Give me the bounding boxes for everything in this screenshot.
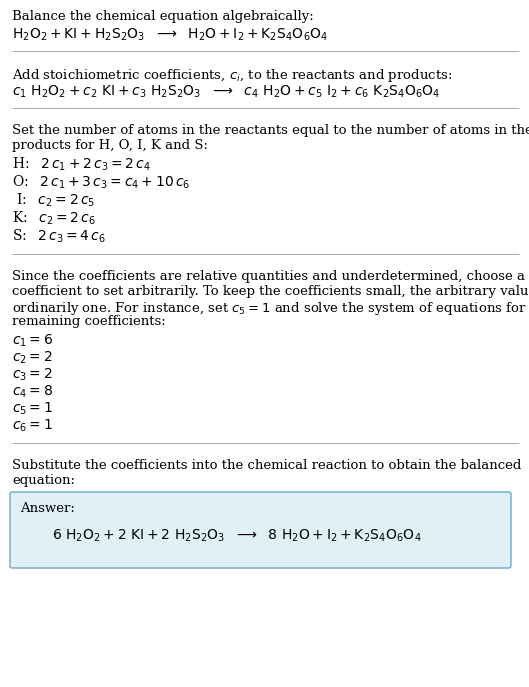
Text: remaining coefficients:: remaining coefficients:	[12, 315, 166, 328]
Text: Answer:: Answer:	[20, 502, 75, 515]
Text: equation:: equation:	[12, 474, 75, 487]
Text: Add stoichiometric coefficients, $c_i$, to the reactants and products:: Add stoichiometric coefficients, $c_i$, …	[12, 67, 452, 84]
Text: $c_1 = 6$: $c_1 = 6$	[12, 333, 53, 350]
Text: Since the coefficients are relative quantities and underdetermined, choose a: Since the coefficients are relative quan…	[12, 270, 525, 283]
Text: Substitute the coefficients into the chemical reaction to obtain the balanced: Substitute the coefficients into the che…	[12, 459, 522, 472]
Text: Set the number of atoms in the reactants equal to the number of atoms in the: Set the number of atoms in the reactants…	[12, 124, 529, 137]
Text: $c_5 = 1$: $c_5 = 1$	[12, 401, 53, 418]
Text: S:  $2\,c_3 = 4\,c_6$: S: $2\,c_3 = 4\,c_6$	[12, 228, 106, 245]
Text: $c_3 = 2$: $c_3 = 2$	[12, 367, 52, 383]
Text: $6\ \mathrm{H_2O_2} + 2\ \mathrm{KI} + 2\ \mathrm{H_2S_2O_3}$$\ \ \longrightarro: $6\ \mathrm{H_2O_2} + 2\ \mathrm{KI} + 2…	[52, 528, 422, 544]
Text: coefficient to set arbitrarily. To keep the coefficients small, the arbitrary va: coefficient to set arbitrarily. To keep …	[12, 285, 529, 298]
Text: $c_4 = 8$: $c_4 = 8$	[12, 384, 53, 401]
Text: I:  $c_2 = 2\,c_5$: I: $c_2 = 2\,c_5$	[12, 192, 95, 210]
FancyBboxPatch shape	[10, 492, 511, 568]
Text: Balance the chemical equation algebraically:: Balance the chemical equation algebraica…	[12, 10, 314, 23]
Text: K:  $c_2 = 2\,c_6$: K: $c_2 = 2\,c_6$	[12, 210, 96, 227]
Text: H:  $2\,c_1 + 2\,c_3 = 2\,c_4$: H: $2\,c_1 + 2\,c_3 = 2\,c_4$	[12, 156, 151, 173]
Text: ordinarily one. For instance, set $c_5 = 1$ and solve the system of equations fo: ordinarily one. For instance, set $c_5 =…	[12, 300, 529, 317]
Text: $c_6 = 1$: $c_6 = 1$	[12, 418, 53, 434]
Text: products for H, O, I, K and S:: products for H, O, I, K and S:	[12, 139, 208, 152]
Text: $\mathrm{H_2O_2 + KI + H_2S_2O_3}$$\ \ \longrightarrow\ \ $$\mathrm{H_2O + I_2 +: $\mathrm{H_2O_2 + KI + H_2S_2O_3}$$\ \ \…	[12, 27, 329, 43]
Text: $c_2 = 2$: $c_2 = 2$	[12, 350, 52, 366]
Text: O:  $2\,c_1 + 3\,c_3 = c_4 + 10\,c_6$: O: $2\,c_1 + 3\,c_3 = c_4 + 10\,c_6$	[12, 174, 190, 192]
Text: $c_1\ \mathrm{H_2O_2} + c_2\ \mathrm{KI} + c_3\ \mathrm{H_2S_2O_3}$$\ \ \longrig: $c_1\ \mathrm{H_2O_2} + c_2\ \mathrm{KI}…	[12, 84, 441, 100]
